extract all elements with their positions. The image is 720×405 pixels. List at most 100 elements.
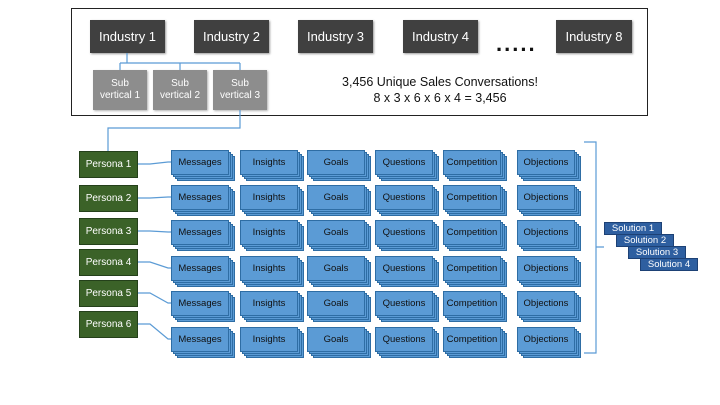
sub-vertical-box: Sub vertical 3 [213,70,267,110]
topic-card-stack: Goals [307,220,371,251]
topic-card-label: Insights [240,327,298,352]
connector-line [584,141,604,354]
connector-line [138,161,171,165]
connector-line [138,292,171,304]
topic-card-label: Messages [171,220,229,245]
topic-card-label: Messages [171,185,229,210]
topic-card-label: Messages [171,291,229,316]
topic-card-label: Objections [517,185,575,210]
topic-card-label: Questions [375,327,433,352]
persona-box: Persona 5 [79,280,138,307]
topic-card-label: Objections [517,327,575,352]
topic-card-stack: Competition [443,220,507,251]
topic-card-stack: Messages [171,220,235,251]
topic-card-stack: Messages [171,327,235,358]
connector-line [119,53,241,70]
topic-card-label: Insights [240,150,298,175]
connector-line [138,230,171,233]
industry-box: Industry 1 [90,20,165,53]
connector-line [107,110,241,151]
topic-card-stack: Questions [375,291,439,322]
topic-card-stack: Competition [443,185,507,216]
topic-card-stack: Goals [307,185,371,216]
topic-card-stack: Insights [240,327,304,358]
topic-card-label: Goals [307,185,365,210]
connector-line [138,261,171,269]
persona-box: Persona 6 [79,311,138,338]
topic-card-stack: Objections [517,291,581,322]
topic-card-stack: Messages [171,256,235,287]
topic-card-label: Insights [240,185,298,210]
topic-card-label: Objections [517,150,575,175]
connector-line [138,196,171,199]
topic-card-label: Competition [443,291,501,316]
topic-card-stack: Competition [443,150,507,181]
topic-card-label: Competition [443,220,501,245]
topic-card-stack: Objections [517,327,581,358]
topic-card-label: Goals [307,291,365,316]
topic-card-stack: Goals [307,291,371,322]
topic-card-label: Messages [171,327,229,352]
topic-card-label: Questions [375,256,433,281]
topic-card-label: Competition [443,150,501,175]
topic-card-stack: Insights [240,291,304,322]
topic-card-stack: Competition [443,256,507,287]
topic-card-stack: Questions [375,327,439,358]
topic-card-stack: Questions [375,220,439,251]
sub-vertical-box: Sub vertical 1 [93,70,147,110]
topic-card-label: Competition [443,185,501,210]
persona-box: Persona 3 [79,218,138,245]
topic-card-stack: Competition [443,291,507,322]
topic-card-stack: Objections [517,220,581,251]
topic-card-label: Objections [517,220,575,245]
topic-card-stack: Goals [307,150,371,181]
topic-card-label: Insights [240,256,298,281]
ellipsis: ..... [496,31,537,56]
topic-card-stack: Insights [240,185,304,216]
topic-card-stack: Goals [307,327,371,358]
sub-vertical-box: Sub vertical 2 [153,70,207,110]
topic-card-label: Questions [375,220,433,245]
topic-card-label: Goals [307,150,365,175]
topic-card-stack: Messages [171,185,235,216]
topic-card-label: Messages [171,150,229,175]
persona-box: Persona 4 [79,249,138,276]
topic-card-stack: Insights [240,150,304,181]
topic-card-stack: Insights [240,256,304,287]
solution-box: Solution 4 [640,258,698,271]
summary-line-2: 8 x 3 x 6 x 6 x 4 = 3,456 [373,91,507,105]
industry-box: Industry 4 [403,20,478,53]
summary-line-1: 3,456 Unique Sales Conversations! [342,75,538,89]
topic-card-label: Competition [443,327,501,352]
topic-card-label: Goals [307,327,365,352]
topic-card-stack: Questions [375,185,439,216]
topic-card-stack: Insights [240,220,304,251]
persona-box: Persona 2 [79,185,138,212]
industry-box: Industry 2 [194,20,269,53]
topic-card-label: Questions [375,150,433,175]
topic-card-label: Objections [517,256,575,281]
topic-card-label: Messages [171,256,229,281]
industry-box: Industry 8 [556,20,632,53]
topic-card-stack: Objections [517,150,581,181]
topic-card-stack: Objections [517,185,581,216]
topic-card-label: Competition [443,256,501,281]
topic-card-stack: Objections [517,256,581,287]
topic-card-stack: Questions [375,150,439,181]
persona-box: Persona 1 [79,151,138,178]
topic-card-label: Questions [375,185,433,210]
topic-card-label: Insights [240,291,298,316]
topic-card-stack: Competition [443,327,507,358]
topic-card-stack: Goals [307,256,371,287]
summary-text: 3,456 Unique Sales Conversations! 8 x 3 … [320,74,560,106]
topic-card-label: Goals [307,256,365,281]
topic-card-stack: Questions [375,256,439,287]
topic-card-stack: Messages [171,291,235,322]
topic-card-stack: Messages [171,150,235,181]
topic-card-label: Questions [375,291,433,316]
topic-card-label: Objections [517,291,575,316]
connector-line [138,323,171,340]
topic-card-label: Goals [307,220,365,245]
industry-box: Industry 3 [298,20,373,53]
